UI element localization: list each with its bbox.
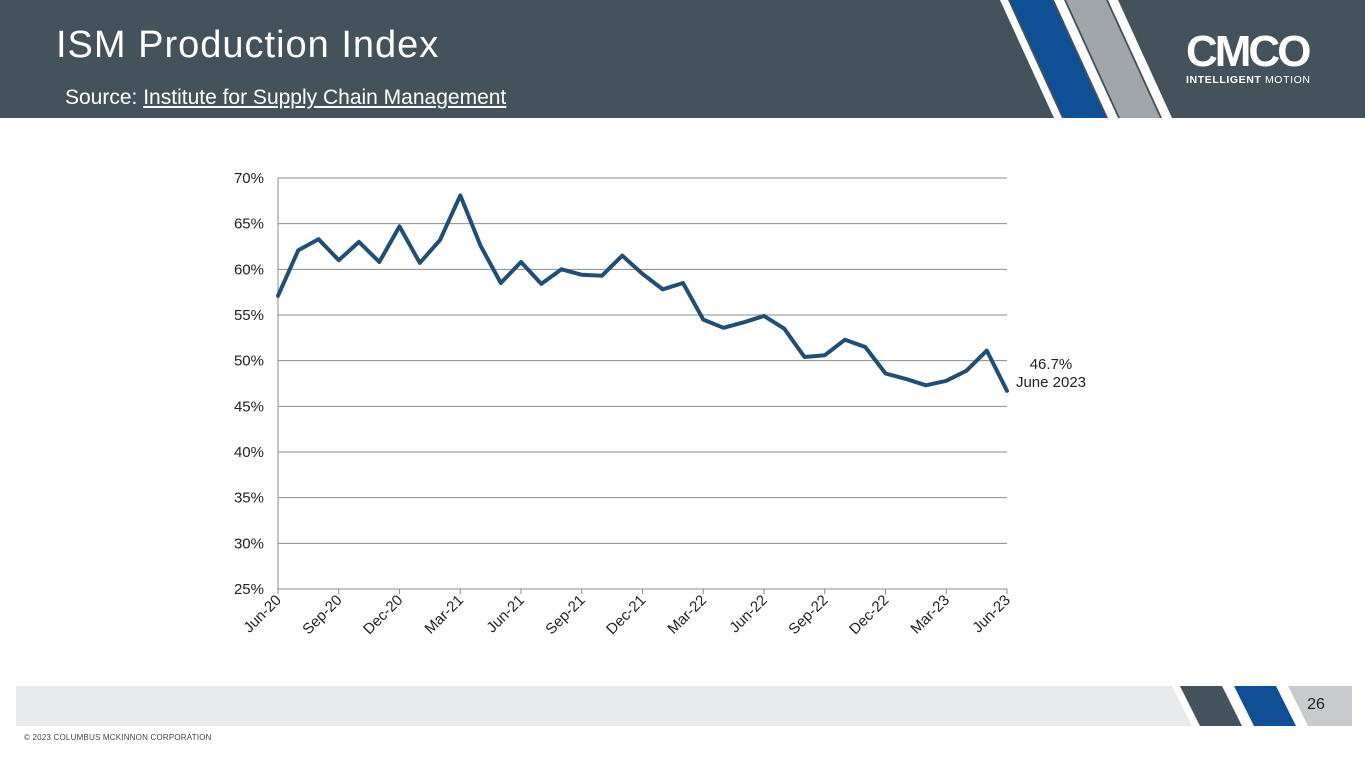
- header-stripe-white-1: [1000, 0, 1062, 118]
- copyright-notice: © 2023 COLUMBUS MCKINNON CORPORATION: [24, 733, 212, 742]
- annotation-value-label: 46.7%: [1030, 356, 1073, 373]
- header-stripe-white-3: [1108, 0, 1172, 118]
- y-tick-label-3: 40%: [234, 444, 264, 461]
- line-chart: 25%30%35%40%45%50%55%60%65%70%Jun-20 Sep-…: [234, 170, 1086, 638]
- footer-blue-block: [1234, 686, 1296, 726]
- y-tick-label-9: 70%: [234, 170, 264, 187]
- logo-tagline-bold: INTELLIGENT: [1186, 74, 1262, 86]
- y-tick-label-6: 55%: [234, 307, 264, 324]
- series-line: [276, 193, 1009, 393]
- source-line: Source: Institute for Supply Chain Manag…: [65, 86, 506, 110]
- y-tick-label-0: 25%: [234, 581, 264, 598]
- company-logo: CMCO INTELLIGENT MOTION: [1186, 30, 1326, 90]
- y-tick-label-5: 50%: [234, 353, 264, 370]
- y-tick-label-2: 35%: [234, 490, 264, 507]
- source-link[interactable]: Institute for Supply Chain Management: [143, 86, 507, 109]
- logo-wordmark: CMCO: [1186, 27, 1311, 76]
- header-stripes: [1000, 0, 1172, 118]
- header-stripe-gray: [1066, 0, 1160, 118]
- header-stripe-blue: [1010, 0, 1106, 118]
- y-tick-label-7: 60%: [234, 261, 264, 278]
- page-number: 26: [1307, 696, 1325, 713]
- page-title: ISM Production Index: [56, 24, 440, 66]
- y-tick-label-1: 30%: [234, 535, 264, 552]
- y-tick-label-8: 65%: [234, 216, 264, 233]
- header-stripe-white-2: [1054, 0, 1118, 118]
- logo-tagline: INTELLIGENT MOTION: [1186, 74, 1311, 86]
- logo-tagline-light: MOTION: [1261, 74, 1311, 86]
- header-bar: ISM Production Index Source: Institute f…: [0, 0, 1365, 118]
- footer-dark-block: [1180, 686, 1242, 726]
- footer-light-block: [1288, 686, 1352, 726]
- source-prefix: Source:: [65, 86, 144, 109]
- annotation-date-label: June 2023: [1016, 374, 1086, 391]
- y-tick-label-4: 45%: [234, 398, 264, 415]
- footer-gray-band: [16, 686, 1192, 726]
